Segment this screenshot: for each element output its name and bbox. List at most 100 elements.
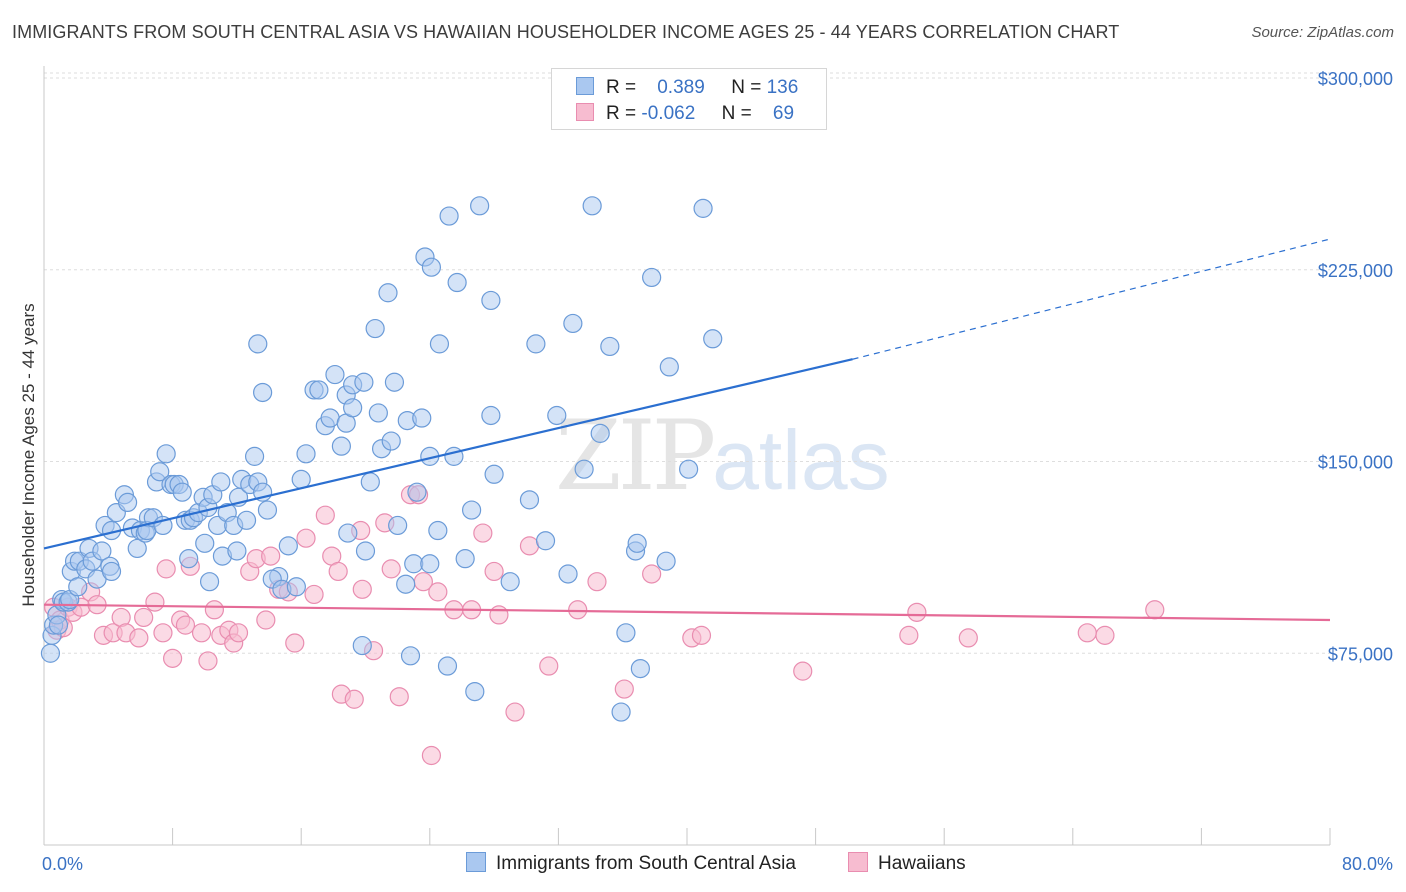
- y-tick-label: $300,000: [1318, 69, 1393, 89]
- immigrant-point: [199, 572, 220, 592]
- x-tick-label: 80.0%: [1342, 854, 1393, 874]
- immigrant-point: [325, 364, 345, 385]
- hawaiian-point: [484, 561, 504, 582]
- hawaiian-point: [191, 623, 212, 643]
- immigrant-point: [195, 533, 215, 553]
- immigrant-point: [156, 444, 176, 464]
- immigrant-point: [48, 615, 69, 635]
- immigrant-point: [253, 382, 273, 403]
- legend-n-value: 136: [766, 77, 799, 98]
- immigrant-point: [407, 482, 427, 502]
- hawaiian-point: [1145, 600, 1165, 620]
- hawaiian-point: [198, 651, 218, 671]
- immigrant-point: [547, 405, 567, 426]
- immigrant-point: [278, 536, 298, 556]
- hawaiian-point: [428, 582, 448, 602]
- hawaiian-point: [473, 523, 493, 543]
- watermark-zip: ZIP: [555, 400, 716, 512]
- hawaiian-point: [163, 648, 183, 668]
- immigrant-point: [354, 372, 374, 392]
- immigrant-point: [563, 313, 583, 334]
- immigrant-point: [600, 336, 620, 357]
- immigrant-point: [92, 541, 112, 561]
- immigrant-point: [68, 577, 88, 597]
- hawaiian-point: [568, 600, 588, 620]
- hawaiian-point: [256, 610, 276, 630]
- hawaiian-point: [304, 584, 324, 605]
- bottom-legend-label: Hawaiians: [878, 853, 966, 874]
- immigrant-point: [470, 196, 490, 216]
- hawaiian-point: [134, 607, 154, 628]
- immigrant-point: [365, 318, 385, 339]
- immigrant-point: [412, 408, 432, 428]
- hawaiian-point: [958, 628, 978, 648]
- blue-swatch: [576, 77, 594, 95]
- immigrant-point: [331, 436, 351, 456]
- y-axis-title: Householder Income Ages 25 - 44 years: [19, 303, 38, 606]
- legend-r-label: R =: [606, 77, 637, 98]
- immigrant-point: [248, 334, 268, 354]
- immigrant-point: [558, 564, 578, 584]
- hawaiian-point: [389, 687, 409, 707]
- hawaiian-point: [153, 623, 173, 643]
- immigrant-point: [244, 446, 265, 466]
- immigrant-point: [101, 561, 122, 582]
- watermark: ZIPatlas: [555, 400, 890, 512]
- immigrant-point: [378, 283, 398, 303]
- immigrant-point: [703, 329, 723, 349]
- immigrant-point: [309, 380, 329, 400]
- hawaiian-point: [539, 656, 559, 676]
- hawaiian-point: [519, 536, 540, 556]
- immigrant-point: [679, 459, 699, 479]
- immigrant-point: [338, 523, 358, 543]
- hawaiian-point: [352, 579, 372, 599]
- immigrant-point: [519, 490, 540, 510]
- immigrant-point: [429, 334, 450, 354]
- immigrant-point: [465, 681, 485, 702]
- hawaiian-point: [899, 625, 919, 645]
- immigrant-point: [481, 405, 501, 426]
- y-tick-label: $150,000: [1318, 453, 1393, 473]
- immigrant-point: [320, 408, 340, 428]
- correlation-legend: R = 0.389 N = 136 R = -0.062 N = 69: [551, 68, 827, 130]
- hawaiian-point: [642, 564, 662, 584]
- immigrant-point: [368, 403, 388, 423]
- immigrant-point: [257, 500, 278, 520]
- immigrant-point: [286, 577, 306, 597]
- immigrant-point: [404, 554, 424, 574]
- hawaiian-point: [505, 702, 525, 722]
- immigrant-point: [420, 554, 440, 574]
- hawaiian-point: [907, 602, 927, 622]
- immigrant-point: [630, 658, 650, 679]
- immigrant-point: [611, 702, 631, 722]
- immigrant-point: [400, 646, 421, 666]
- immigrant-point: [428, 520, 448, 541]
- immigrant-point: [211, 472, 231, 492]
- immigrant-point: [117, 492, 138, 513]
- legend-n-value: 69: [772, 103, 795, 124]
- hawaiian-point: [587, 572, 607, 592]
- immigrant-point: [388, 515, 408, 536]
- hawaiian-point: [691, 625, 712, 645]
- immigrant-point: [693, 198, 713, 218]
- hawaiian-point: [145, 592, 165, 612]
- immigrant-point: [461, 500, 482, 520]
- hawaiian-point: [285, 633, 305, 653]
- legend-row-blue: R = 0.389 N = 136: [576, 77, 798, 101]
- immigrant-point: [172, 482, 192, 502]
- hawaiian-point: [228, 623, 249, 643]
- immigrant-point: [574, 459, 594, 479]
- watermark-atlas: atlas: [712, 413, 890, 507]
- legend-r-label: R =: [606, 103, 637, 124]
- blue-legend-swatch: [466, 852, 486, 872]
- hawaiian-point: [156, 559, 176, 579]
- immigrant-point: [437, 656, 458, 676]
- immigrant-point: [355, 541, 376, 561]
- hawaiian-point: [204, 600, 224, 620]
- immigrant-point: [296, 444, 316, 464]
- immigrant-point: [352, 635, 372, 656]
- immigrant-point: [484, 464, 504, 484]
- hawaiian-point: [381, 559, 401, 579]
- pink-swatch: [576, 103, 594, 121]
- immigrant-point: [535, 531, 556, 551]
